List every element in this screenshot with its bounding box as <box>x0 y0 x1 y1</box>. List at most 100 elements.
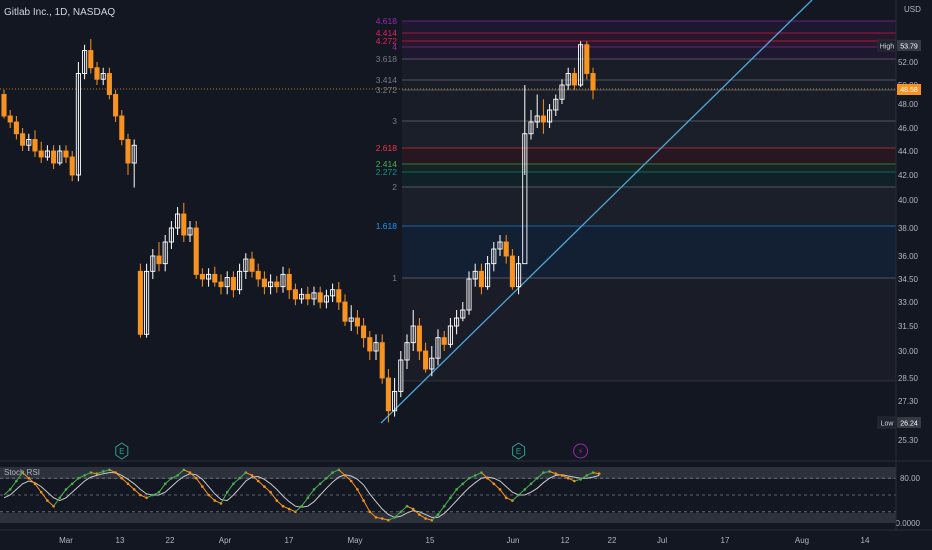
stoch-k-segment <box>394 511 402 518</box>
high-value-label: 53.79 <box>900 44 918 51</box>
last-price-badge <box>897 84 921 95</box>
candle-body <box>181 213 187 236</box>
low-badge-label: Low <box>881 421 895 428</box>
high-value-badge <box>897 40 921 51</box>
fib-level-label: 2.618 <box>376 143 398 153</box>
dividend-label: ⚡ <box>578 447 584 456</box>
candle-body <box>137 270 143 335</box>
candle-body <box>311 292 317 300</box>
fib-band <box>402 164 896 172</box>
candle-body <box>404 342 410 361</box>
candle-body <box>305 293 311 300</box>
price-tick-label: 31.50 <box>898 322 919 331</box>
price-tick-label: 48.00 <box>898 100 919 109</box>
fib-level-label: 4.414 <box>376 28 398 38</box>
candle-body <box>336 289 342 303</box>
fib-level-label: 4.272 <box>376 36 398 46</box>
fib-band <box>402 33 896 41</box>
candle-body <box>218 281 224 288</box>
candle-body <box>441 337 447 345</box>
fib-band <box>402 121 896 148</box>
earnings-marker <box>512 442 526 460</box>
candle-body <box>57 150 63 164</box>
stoch-k-segment <box>65 483 73 490</box>
candle-body <box>44 150 50 158</box>
candle-body <box>466 278 472 311</box>
fib-level-label: 3 <box>392 116 397 126</box>
price-tick-label: 42.00 <box>898 171 919 180</box>
stoch-k-segment <box>226 483 234 493</box>
candle-body <box>485 263 491 288</box>
candle-body <box>268 281 274 288</box>
candle-body <box>584 44 590 74</box>
candle-body <box>528 121 534 135</box>
osc-level-label: 0.0000 <box>896 519 921 528</box>
candle-body <box>330 289 336 297</box>
stoch-k-segment <box>22 472 30 479</box>
stoch-k-segment <box>356 489 365 501</box>
time-tick-label: 15 <box>426 536 435 545</box>
stoch-k-segment <box>9 480 17 490</box>
candle-body <box>26 139 32 146</box>
candle-body <box>540 115 546 123</box>
fib-level-label: 3.272 <box>376 85 398 95</box>
candle-body <box>286 273 292 291</box>
trend-line-layer[interactable] <box>380 0 813 424</box>
events-layer[interactable]: E E ⚡ <box>115 442 589 460</box>
stoch-k-segment <box>344 475 352 482</box>
fib-band <box>402 47 896 59</box>
candle-body <box>559 84 565 100</box>
stoch-k-segment <box>47 500 54 507</box>
fib-level-label: 4.618 <box>376 16 398 26</box>
last-price-label: 48.58 <box>900 87 918 94</box>
candle-body <box>162 241 168 265</box>
candle-body <box>553 98 559 111</box>
price-tick-label: 36.00 <box>898 252 919 261</box>
stoch-k-segment <box>233 477 240 485</box>
candle-body <box>175 213 181 229</box>
stoch-k-segment <box>220 491 228 504</box>
candle-body <box>410 325 416 344</box>
fib-level-label: 1.618 <box>376 221 398 231</box>
stoch-k-segment <box>15 472 24 482</box>
oversold-band <box>0 513 896 523</box>
candle-body <box>20 133 26 146</box>
fib-level-label: 3.618 <box>376 54 398 64</box>
candle-body <box>156 255 162 265</box>
price-tick-label: 40.00 <box>898 196 919 205</box>
dividend-marker <box>573 443 589 459</box>
stoch-k-segment <box>319 477 327 485</box>
price-tick-label: 44.00 <box>898 147 919 156</box>
stoch-k-segment <box>115 472 123 479</box>
stoch-k-segment <box>201 486 210 496</box>
candle-body <box>578 44 584 86</box>
fib-band <box>402 90 896 121</box>
stoch-k-segment <box>276 500 284 507</box>
candle-body <box>348 317 354 322</box>
overbought-band <box>0 467 896 479</box>
stoch-k-segment <box>449 489 458 499</box>
candle-body <box>255 270 261 280</box>
fib-level-label: 2.272 <box>376 167 398 177</box>
time-tick-label: Jun <box>507 536 520 545</box>
stoch-k-segment <box>338 469 346 476</box>
candle-body <box>69 156 75 176</box>
candle-body <box>342 301 348 322</box>
earnings-marker <box>115 442 129 460</box>
stoch-k-segment <box>307 489 315 499</box>
candle-body <box>398 359 404 392</box>
candle-body <box>224 277 230 288</box>
candle-body <box>565 73 571 86</box>
price-tick-label: 27.30 <box>898 397 919 406</box>
candle-body <box>379 342 385 379</box>
stoch-k-segment <box>133 489 141 496</box>
candle-body <box>460 309 466 319</box>
candle-body <box>212 273 218 283</box>
candle-body <box>106 73 112 95</box>
stoch-k-segment <box>487 477 495 485</box>
candle-body <box>503 241 509 257</box>
